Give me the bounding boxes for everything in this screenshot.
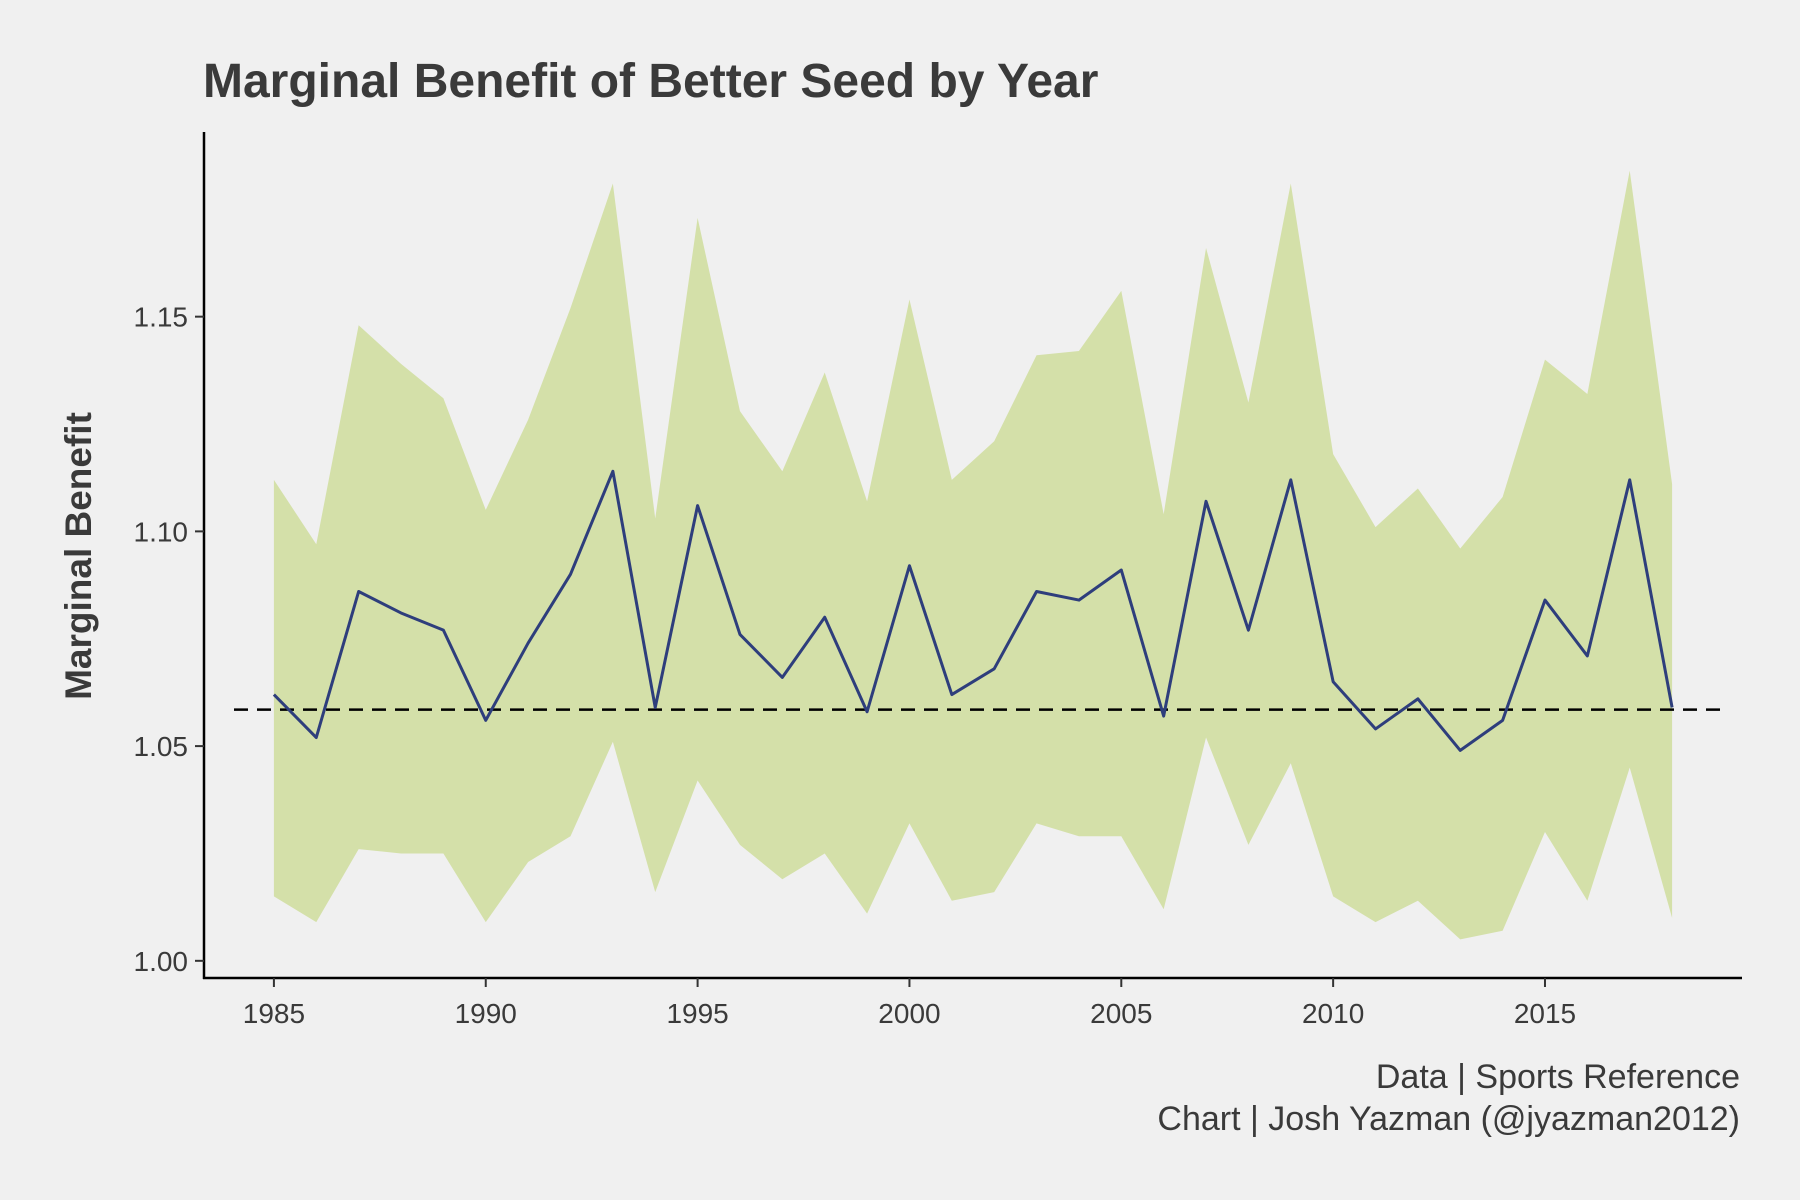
x-tick-label: 2010 — [1302, 998, 1364, 1029]
x-tick-label: 1985 — [243, 998, 305, 1029]
y-axis-title: Marginal Benefit — [58, 412, 99, 700]
plot-area — [234, 170, 1722, 940]
caption-chart-credit: Chart | Josh Yazman (@jyazman2012) — [1157, 1100, 1740, 1138]
y-tick-label: 1.15 — [134, 302, 189, 333]
ticks: 1985 1990 1995 2000 2005 2010 2015 1.00 1.05 1.10… — [134, 302, 1577, 1029]
confidence-band — [273, 170, 1673, 940]
axes — [202, 132, 1742, 980]
x-tick-label: 1995 — [666, 998, 728, 1029]
x-tick-label: 1990 — [455, 998, 517, 1029]
x-tick-label: 2015 — [1514, 998, 1576, 1029]
chart-title: Marginal Benefit of Better Seed by Year — [203, 55, 1098, 108]
x-tick-label: 2000 — [878, 998, 940, 1029]
y-tick-label: 1.10 — [134, 516, 189, 547]
series-line — [272, 469, 1674, 752]
y-tick-label: 1.05 — [134, 731, 189, 762]
y-tick-label: 1.00 — [134, 946, 189, 977]
caption-data-source: Data | Sports Reference — [1376, 1058, 1740, 1096]
x-tick-label: 2005 — [1090, 998, 1152, 1029]
